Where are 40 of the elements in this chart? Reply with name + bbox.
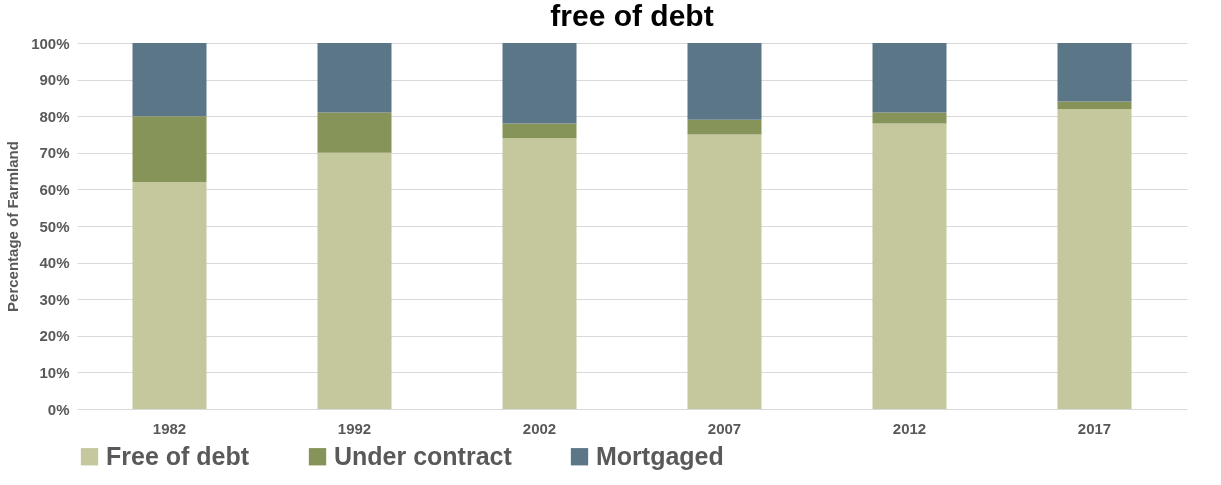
legend-label: Under contract bbox=[334, 441, 513, 470]
y-tick-label: 100% bbox=[31, 34, 70, 52]
bar bbox=[1057, 101, 1132, 109]
bar bbox=[132, 182, 207, 409]
bar bbox=[687, 119, 762, 135]
y-tick-label: 30% bbox=[39, 290, 70, 308]
legend-label: Free of debt bbox=[106, 441, 250, 470]
bar bbox=[872, 123, 947, 409]
legend-label: Mortgaged bbox=[596, 441, 724, 470]
bar bbox=[872, 112, 947, 124]
y-axis-title: Percentage of Farmland bbox=[4, 141, 22, 312]
x-tick-label: 2017 bbox=[1077, 419, 1112, 437]
bar bbox=[502, 138, 577, 409]
x-tick-label: 2007 bbox=[707, 419, 742, 437]
bar bbox=[1057, 108, 1132, 409]
bar bbox=[132, 43, 207, 117]
y-tick-label: 70% bbox=[39, 144, 70, 162]
y-tick-label: 10% bbox=[39, 363, 70, 381]
bar bbox=[687, 43, 762, 120]
y-tick-label: 20% bbox=[39, 327, 70, 345]
bar bbox=[317, 112, 392, 153]
y-tick-label: 50% bbox=[39, 217, 70, 235]
y-tick-label: 90% bbox=[39, 71, 70, 89]
y-tick-label: 40% bbox=[39, 254, 70, 272]
x-tick-label: 2012 bbox=[892, 419, 927, 437]
y-tick-label: 60% bbox=[39, 180, 70, 198]
y-tick-label: 0% bbox=[47, 400, 70, 418]
bar bbox=[317, 43, 392, 113]
chart-title: free of debt bbox=[550, 0, 714, 32]
bar bbox=[317, 152, 392, 409]
y-tick-label: 80% bbox=[39, 107, 70, 125]
x-tick-label: 1992 bbox=[337, 419, 372, 437]
bar bbox=[1057, 43, 1132, 102]
x-tick-label: 1982 bbox=[152, 419, 187, 437]
bar bbox=[502, 43, 577, 124]
x-tick-label: 2002 bbox=[522, 419, 557, 437]
bar bbox=[687, 134, 762, 409]
bar bbox=[502, 123, 577, 139]
bar bbox=[132, 116, 207, 183]
bar bbox=[872, 43, 947, 113]
